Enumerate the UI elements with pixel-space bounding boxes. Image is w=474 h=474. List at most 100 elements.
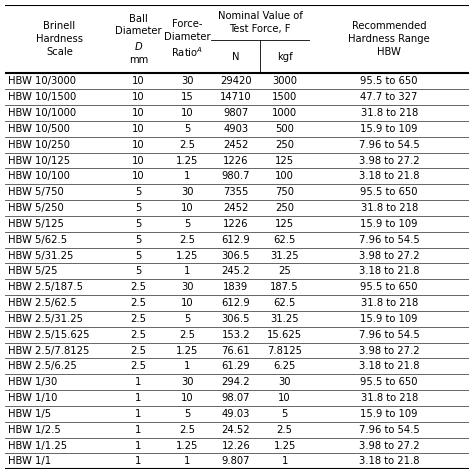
- Text: 10: 10: [181, 393, 193, 403]
- Text: HBW 1/30: HBW 1/30: [9, 377, 58, 387]
- Text: 15.9 to 109: 15.9 to 109: [360, 409, 418, 419]
- Text: 30: 30: [181, 76, 193, 86]
- Text: 98.07: 98.07: [221, 393, 250, 403]
- Text: 95.5 to 650: 95.5 to 650: [360, 187, 418, 197]
- Text: HBW 1/10: HBW 1/10: [9, 393, 58, 403]
- Text: 5: 5: [135, 251, 141, 261]
- Text: 31.8 to 218: 31.8 to 218: [361, 108, 418, 118]
- Text: 3.98 to 27.2: 3.98 to 27.2: [359, 251, 419, 261]
- Text: 2.5: 2.5: [130, 361, 146, 371]
- Text: 5: 5: [135, 266, 141, 276]
- Text: 245.2: 245.2: [221, 266, 250, 276]
- Text: HBW 5/750: HBW 5/750: [9, 187, 64, 197]
- Text: 294.2: 294.2: [221, 377, 250, 387]
- Text: 3.98 to 27.2: 3.98 to 27.2: [359, 155, 419, 165]
- Text: 62.5: 62.5: [273, 298, 296, 308]
- Text: 1.25: 1.25: [176, 440, 198, 450]
- Text: HBW 5/25: HBW 5/25: [9, 266, 58, 276]
- Text: 10: 10: [181, 108, 193, 118]
- Text: 10: 10: [132, 92, 145, 102]
- Text: HBW 2.5/6.25: HBW 2.5/6.25: [9, 361, 77, 371]
- Text: 95.5 to 650: 95.5 to 650: [360, 282, 418, 292]
- Text: HBW 2.5/31.25: HBW 2.5/31.25: [9, 314, 83, 324]
- Text: 100: 100: [275, 172, 294, 182]
- Text: 125: 125: [275, 155, 294, 165]
- Text: 47.7 to 327: 47.7 to 327: [360, 92, 418, 102]
- Text: HBW 10/1000: HBW 10/1000: [9, 108, 77, 118]
- Text: Brinell
Hardness
Scale: Brinell Hardness Scale: [36, 21, 83, 57]
- Text: 4903: 4903: [223, 124, 248, 134]
- Text: 15.9 to 109: 15.9 to 109: [360, 314, 418, 324]
- Text: 5: 5: [184, 219, 190, 229]
- Text: 10: 10: [181, 298, 193, 308]
- Text: 15: 15: [181, 92, 193, 102]
- Text: 1: 1: [135, 456, 141, 466]
- Text: 5: 5: [135, 203, 141, 213]
- Text: 10: 10: [181, 203, 193, 213]
- Text: 306.5: 306.5: [221, 251, 250, 261]
- Text: 1.25: 1.25: [176, 155, 198, 165]
- Text: 61.29: 61.29: [221, 361, 250, 371]
- Text: HBW 10/250: HBW 10/250: [9, 140, 71, 150]
- Text: 153.2: 153.2: [221, 330, 250, 340]
- Text: 5: 5: [135, 219, 141, 229]
- Text: 76.61: 76.61: [221, 346, 250, 356]
- Text: 29420: 29420: [220, 76, 252, 86]
- Text: 612.9: 612.9: [221, 235, 250, 245]
- Text: 3.18 to 21.8: 3.18 to 21.8: [359, 172, 419, 182]
- Text: 3.98 to 27.2: 3.98 to 27.2: [359, 440, 419, 450]
- Text: HBW 10/1500: HBW 10/1500: [9, 92, 77, 102]
- Text: 10: 10: [132, 172, 145, 182]
- Text: 7.96 to 54.5: 7.96 to 54.5: [359, 330, 419, 340]
- Text: 250: 250: [275, 203, 294, 213]
- Text: 7.96 to 54.5: 7.96 to 54.5: [359, 425, 419, 435]
- Text: 7.96 to 54.5: 7.96 to 54.5: [359, 140, 419, 150]
- Text: 2.5: 2.5: [130, 330, 146, 340]
- Text: 1226: 1226: [223, 219, 248, 229]
- Text: 5: 5: [184, 314, 190, 324]
- Text: 15.9 to 109: 15.9 to 109: [360, 124, 418, 134]
- Text: 2.5: 2.5: [179, 235, 195, 245]
- Text: kgf: kgf: [277, 52, 292, 62]
- Text: 6.25: 6.25: [273, 361, 296, 371]
- Text: HBW 10/3000: HBW 10/3000: [9, 76, 76, 86]
- Text: HBW 2.5/7.8125: HBW 2.5/7.8125: [9, 346, 90, 356]
- Text: 30: 30: [181, 282, 193, 292]
- Text: HBW 5/125: HBW 5/125: [9, 219, 64, 229]
- Text: 2452: 2452: [223, 203, 248, 213]
- Text: 1: 1: [135, 409, 141, 419]
- Text: 500: 500: [275, 124, 294, 134]
- Text: 2.5: 2.5: [179, 330, 195, 340]
- Text: 980.7: 980.7: [221, 172, 250, 182]
- Text: 10: 10: [132, 140, 145, 150]
- Text: 10: 10: [278, 393, 291, 403]
- Text: 5: 5: [184, 409, 190, 419]
- Text: 95.5 to 650: 95.5 to 650: [360, 76, 418, 86]
- Text: 10: 10: [132, 155, 145, 165]
- Text: 10: 10: [132, 124, 145, 134]
- Text: 2.5: 2.5: [179, 140, 195, 150]
- Text: 187.5: 187.5: [270, 282, 299, 292]
- Text: HBW 1/2.5: HBW 1/2.5: [9, 425, 61, 435]
- Text: HBW 2.5/15.625: HBW 2.5/15.625: [9, 330, 90, 340]
- Text: 30: 30: [181, 187, 193, 197]
- Text: HBW 2.5/187.5: HBW 2.5/187.5: [9, 282, 83, 292]
- Text: HBW 10/100: HBW 10/100: [9, 172, 70, 182]
- Text: 30: 30: [181, 377, 193, 387]
- Text: 7355: 7355: [223, 187, 248, 197]
- Text: 1: 1: [135, 440, 141, 450]
- Text: 31.8 to 218: 31.8 to 218: [361, 203, 418, 213]
- Text: 49.03: 49.03: [222, 409, 250, 419]
- Text: 306.5: 306.5: [221, 314, 250, 324]
- Text: HBW 10/125: HBW 10/125: [9, 155, 71, 165]
- Text: 1.25: 1.25: [176, 251, 198, 261]
- Text: HBW 10/500: HBW 10/500: [9, 124, 70, 134]
- Text: Nominal Value of
Test Force, F: Nominal Value of Test Force, F: [218, 11, 303, 34]
- Text: 1226: 1226: [223, 155, 248, 165]
- Text: 1000: 1000: [272, 108, 297, 118]
- Text: 2.5: 2.5: [277, 425, 292, 435]
- Text: 1: 1: [282, 456, 288, 466]
- Text: 12.26: 12.26: [221, 440, 250, 450]
- Text: Force-
Diameter
Ratio$^{A}$: Force- Diameter Ratio$^{A}$: [164, 19, 210, 59]
- Text: 750: 750: [275, 187, 294, 197]
